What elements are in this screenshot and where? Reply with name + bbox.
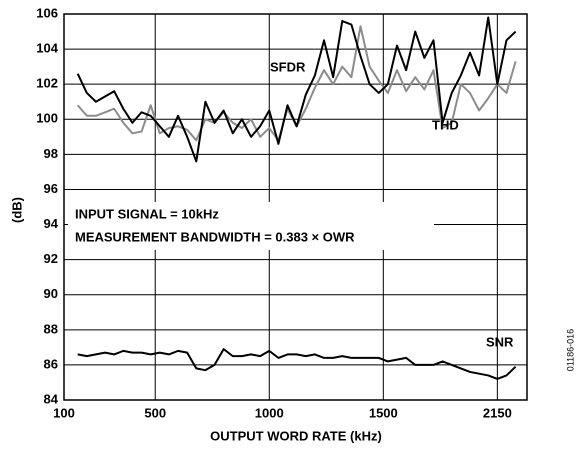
y-tick-label: 84 (44, 391, 59, 406)
x-tick-label: 1000 (255, 405, 284, 420)
plot-frame (63, 13, 528, 401)
series-line (77, 348, 517, 380)
y-tick-label: 88 (44, 321, 58, 336)
y-tick-label: 104 (36, 41, 58, 56)
series-line (76, 16, 517, 163)
x-tick-label: 1500 (369, 405, 398, 420)
y-tick-label: 98 (44, 146, 58, 161)
annotation-box (68, 202, 434, 250)
x-tick-label: 2150 (483, 405, 512, 420)
series-label: SNR (486, 334, 514, 349)
x-tick-label: 100 (53, 405, 75, 420)
y-tick-label: 92 (44, 251, 58, 266)
series-label: SFDR (270, 59, 306, 74)
series-label: THD (432, 117, 459, 132)
y-tick-label: 100 (36, 111, 58, 126)
y-tick-label: 102 (36, 76, 58, 91)
y-tick-label: 90 (44, 286, 58, 301)
y-tick-label: 86 (44, 356, 58, 371)
figure-id: 01186-016 (565, 329, 575, 371)
y-tick-label: 96 (44, 181, 58, 196)
x-tick-label: 500 (144, 405, 166, 420)
y-tick-label: 106 (36, 5, 58, 20)
x-axis-label: OUTPUT WORD RATE (kHz) (210, 428, 382, 443)
annotation: MEASUREMENT BANDWIDTH = 0.383 × OWR (75, 229, 355, 244)
y-axis-label: (dB) (9, 197, 24, 223)
annotation: INPUT SIGNAL = 10kHz (75, 206, 219, 221)
y-tick-label: 94 (44, 216, 59, 231)
